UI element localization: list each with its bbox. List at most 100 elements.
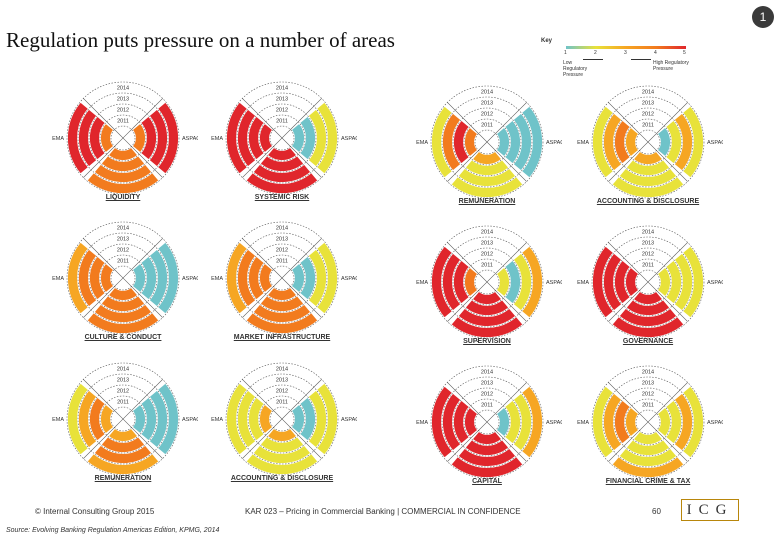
- americas-segment-2011: [633, 431, 663, 445]
- aspac-segment-2013: [513, 253, 532, 311]
- aspac-segment-2012: [504, 400, 521, 444]
- ring-year-label: 2013: [481, 381, 493, 387]
- ring-year-label: 2011: [276, 259, 288, 265]
- americas-segment-2014: [611, 316, 685, 338]
- ring-year-label: 2011: [117, 259, 129, 265]
- grid-ring: [602, 376, 694, 468]
- americas-segment-2011: [108, 287, 138, 301]
- region-label: Americas: [476, 201, 499, 202]
- ring-year-label: 2012: [481, 252, 493, 258]
- americas-segment-2013: [253, 445, 311, 464]
- ema-segment-2012: [453, 120, 470, 164]
- grid-ring: [236, 373, 328, 465]
- region-label: Americas: [271, 337, 294, 338]
- americas-segment-2011: [633, 291, 663, 305]
- grid-ring: [88, 243, 158, 313]
- ring-year-label: 2013: [276, 378, 288, 384]
- ring-year-label: 2014: [642, 90, 654, 96]
- grid-ring: [463, 258, 511, 306]
- grid-ring: [269, 125, 295, 151]
- icg-logo: ICG: [681, 499, 739, 521]
- ema-segment-2013: [78, 109, 97, 167]
- ema-segment-2011: [100, 263, 114, 293]
- ring-year-label: 2012: [117, 389, 129, 395]
- ema-segment-2012: [89, 397, 106, 441]
- region-label: EMA: [52, 417, 64, 423]
- ema-segment-2011: [625, 127, 639, 157]
- footer-document: KAR 023 – Pricing in Commercial Banking …: [245, 507, 521, 516]
- grid-ring: [441, 96, 533, 188]
- grid-ring: [474, 409, 500, 435]
- grid-spoke: [608, 242, 688, 322]
- ema-segment-2014: [226, 101, 248, 175]
- aspac-segment-2011: [496, 267, 510, 297]
- region-label: Americas: [476, 481, 499, 482]
- grid-spoke: [83, 238, 163, 318]
- ring-year-label: 2013: [276, 97, 288, 103]
- ring-year-label: 2012: [481, 392, 493, 398]
- ring-year-label: 2013: [117, 378, 129, 384]
- ema-segment-2014: [431, 385, 453, 459]
- grid-ring: [225, 81, 339, 195]
- grid-ring: [247, 384, 317, 454]
- ema-segment-2011: [259, 123, 273, 153]
- americas-segment-2011: [472, 151, 502, 165]
- americas-segment-2011: [108, 147, 138, 161]
- region-label: Americas: [112, 337, 135, 338]
- region-label: EMA: [577, 280, 589, 286]
- grid-ring: [635, 129, 661, 155]
- americas-segment-2014: [245, 453, 319, 475]
- ring-year-label: 2013: [642, 381, 654, 387]
- grid-spoke: [83, 98, 163, 178]
- chart-title: GOVERNANCE: [622, 338, 674, 345]
- ema-segment-2013: [442, 253, 461, 311]
- americas-segment-2013: [253, 164, 311, 183]
- americas-segment-2014: [245, 172, 319, 194]
- ring-year-label: 2012: [276, 389, 288, 395]
- aspac-segment-2011: [291, 263, 305, 293]
- page-badge: 1: [752, 6, 774, 28]
- aspac-segment-2012: [299, 256, 316, 300]
- ring-year-label: 2011: [481, 263, 493, 269]
- region-label: Americas: [637, 201, 660, 202]
- ema-segment-2013: [78, 249, 97, 307]
- ema-segment-2013: [603, 393, 622, 451]
- ring-year-label: 2013: [481, 241, 493, 247]
- ema-segment-2012: [614, 120, 631, 164]
- page-title: Regulation puts pressure on a number of …: [6, 28, 395, 52]
- region-label: Americas: [476, 341, 499, 342]
- ema-segment-2012: [614, 400, 631, 444]
- americas-segment-2014: [450, 176, 524, 198]
- grid-ring: [66, 81, 180, 195]
- grid-ring: [463, 118, 511, 166]
- grid-ring: [110, 406, 136, 432]
- legend-tick: 1: [564, 50, 567, 56]
- arrow-left-icon: [583, 59, 603, 60]
- ring-year-label: 2013: [481, 101, 493, 107]
- grid-ring: [236, 92, 328, 184]
- grid-ring: [99, 254, 147, 302]
- americas-segment-2012: [101, 436, 145, 453]
- grid-spoke: [447, 102, 527, 182]
- aspac-segment-2013: [674, 113, 693, 171]
- ema-segment-2011: [625, 267, 639, 297]
- legend-tick: 4: [654, 50, 657, 56]
- americas-segment-2012: [260, 295, 304, 312]
- ema-segment-2014: [431, 105, 453, 179]
- americas-segment-2011: [472, 431, 502, 445]
- region-label: EMA: [211, 136, 223, 142]
- ring-year-label: 2012: [481, 112, 493, 118]
- region-label: Americas: [271, 197, 294, 198]
- ema-segment-2013: [442, 113, 461, 171]
- ema-segment-2014: [226, 382, 248, 456]
- grid-ring: [591, 225, 705, 339]
- grid-ring: [225, 362, 339, 476]
